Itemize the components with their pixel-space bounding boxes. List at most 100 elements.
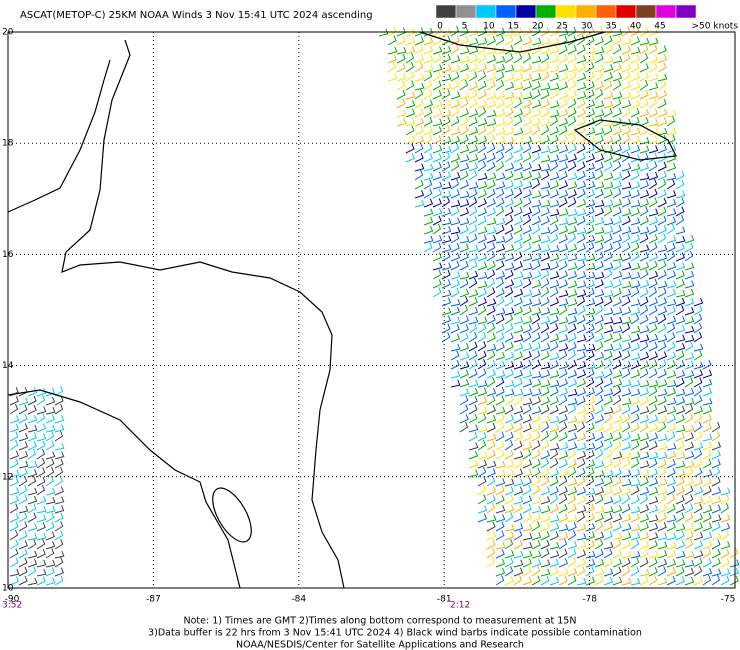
wind-barb [603,269,613,280]
wind-barb [477,413,487,424]
wind-barb [621,539,631,550]
wind-barb [621,577,632,586]
wind-barb [666,306,676,316]
wind-barb [549,566,559,577]
wind-barb [513,334,524,343]
wind-barb [567,90,577,100]
wind-barb [477,332,487,343]
wind-barb [639,37,650,46]
wind-barb [531,423,541,433]
wind-barb [666,351,677,361]
wind-barb [540,457,550,469]
wind-barb [513,478,524,487]
wind-barb [585,442,596,451]
wind-barb [603,469,614,478]
wind-barb [594,333,604,343]
wind-barb [567,225,578,235]
wind-barb [495,478,506,487]
wind-barb [576,188,586,199]
wind-barb [648,145,659,154]
wind-barb [693,331,703,343]
wind-barb [414,82,425,91]
wind-barb [45,505,56,514]
wind-barb [504,232,514,244]
wind-barb [657,478,668,487]
wind-barb [468,181,479,190]
wind-barb [459,260,469,271]
wind-barb [468,270,479,280]
wind-barb [513,224,523,235]
wind-barb [639,422,649,433]
wind-barb [513,458,523,469]
wind-barb [531,244,542,253]
wind-barb [567,54,577,64]
wind-barb [594,135,604,145]
wind-barb [612,351,622,361]
wind-barb [513,172,524,181]
wind-barb [495,224,505,235]
wind-barb [558,513,568,523]
wind-barb [558,405,569,415]
wind-barb [468,63,478,73]
wind-barb [675,576,685,586]
wind-barb [18,557,28,568]
wind-barb [450,243,460,253]
wind-barb [477,396,488,406]
wind-barb [486,475,496,487]
wind-barb [495,127,506,136]
wind-barb [540,361,551,370]
wind-barb [720,494,730,505]
wind-barb [522,271,533,280]
wind-barb [468,108,479,118]
wind-barb [666,450,677,460]
wind-barb [468,306,479,316]
wind-barb [666,541,677,550]
wind-barb [495,118,506,127]
wind-barb [486,539,496,550]
wind-barb [675,396,686,406]
wind-barb [612,404,622,415]
lat-label: 20 [2,28,14,38]
wind-barb [558,575,568,586]
wind-barb [648,216,659,226]
wind-barb [450,298,461,307]
wind-barb [675,279,685,289]
wind-barb [567,217,578,226]
wind-barb [513,144,523,154]
wind-barb [675,270,685,280]
wind-barb [639,226,650,235]
wind-barb [549,172,560,181]
wind-barb [612,216,622,226]
wind-barb [450,189,460,199]
wind-barb [639,395,649,406]
wind-barb [612,108,622,118]
wind-barb [657,359,667,370]
wind-barb [657,206,667,217]
wind-barb [549,287,559,298]
wind-barb [639,162,650,172]
wind-barb [531,449,541,460]
wind-barb [441,207,452,217]
wind-barb [450,91,461,100]
wind-barb [504,388,515,397]
wind-barb [441,171,451,181]
wind-barb [612,432,622,442]
wind-barb [594,181,605,190]
wind-barb [612,385,622,397]
wind-barb [540,475,550,487]
wind-barb [486,547,496,559]
colorbar-label: 45 [654,22,665,32]
wind-barb [531,413,541,424]
coastline [419,31,606,53]
wind-barb [540,125,550,136]
note: Note: 1) Times are GMT 2)Times along bot… [184,616,577,627]
wind-barb [36,505,47,514]
wind-barb [558,493,568,505]
wind-barb [423,134,433,145]
wind-barb [495,181,506,190]
wind-barb [18,512,28,523]
wind-barb [495,485,505,496]
wind-barb [549,37,560,46]
wind-barb [621,350,631,361]
wind-barb [18,494,28,505]
